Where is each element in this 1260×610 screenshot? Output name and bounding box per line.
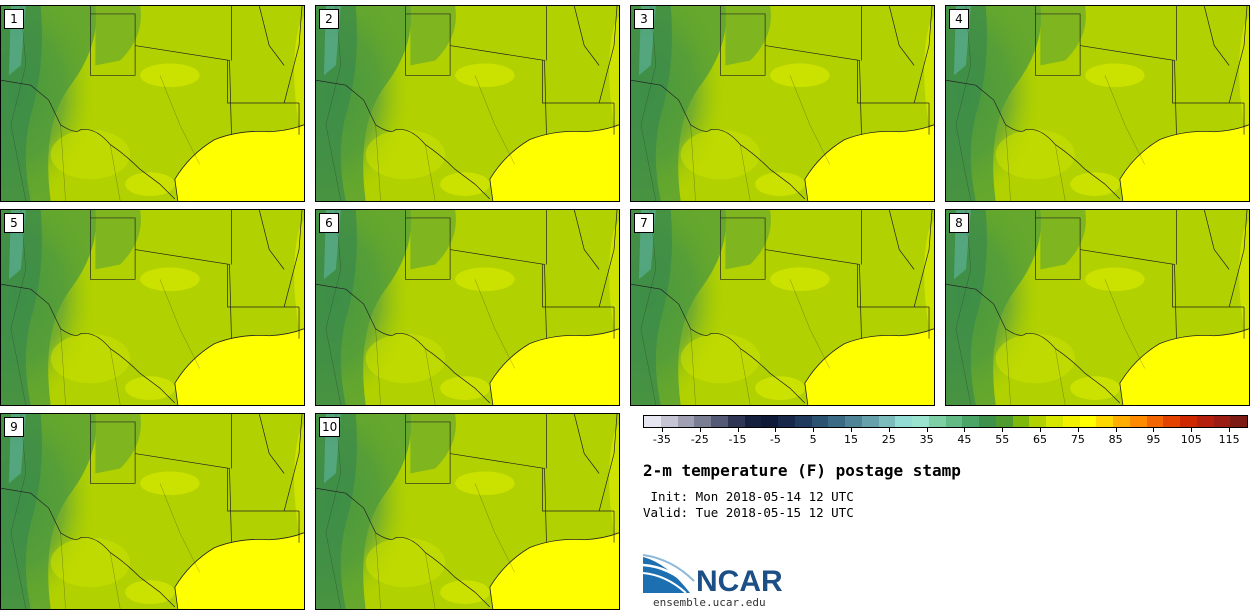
page-title: 2-m temperature (F) postage stamp [643,461,961,480]
colorbar-tick-label: 115 [1218,433,1240,446]
colorbar-swatch [744,416,762,427]
colorbar-swatch [811,416,829,427]
colorbar-swatch [1213,416,1231,427]
colorbar-swatch [1196,416,1214,427]
colorbar-tick-mark [661,428,663,432]
colorbar-tick-mark [1115,428,1117,432]
member-number: 6 [319,213,339,233]
colorbar-swatch [928,416,946,427]
colorbar-swatch [644,416,661,427]
postage-stamp-map-4: 4 [945,5,1250,202]
colorbar-tick-mark [737,428,739,432]
colorbar-tick-mark [888,428,890,432]
colorbar-tick-mark [1229,428,1231,432]
colorbar-tick-label: 15 [843,433,858,446]
postage-stamp-map-9: 9 [0,413,305,610]
colorbar-tick-mark [1002,428,1004,432]
website-url: ensemble.ucar.edu [653,596,766,609]
postage-stamp-map-7: 7 [630,209,935,406]
logo-text: NCAR [696,565,783,595]
colorbar-swatch [861,416,879,427]
colorbar-swatch [727,416,745,427]
member-number: 1 [4,9,24,29]
colorbar-swatch [794,416,812,427]
colorbar-swatch [1180,416,1197,427]
colorbar-swatch [995,416,1013,427]
colorbar-swatch [1046,416,1063,427]
colorbar-swatch [711,416,728,427]
colorbar-swatch [1146,416,1164,427]
postage-stamp-map-3: 3 [630,5,935,202]
colorbar-tick-label: -15 [728,433,747,446]
colorbar-swatch [778,416,795,427]
postage-stamp-map-2: 2 [315,5,620,202]
colorbar-tick-mark [1077,428,1079,432]
colorbar-swatch [1163,416,1180,427]
colorbar-tick-label: -25 [690,433,709,446]
colorbar-swatch [1079,416,1097,427]
colorbar-tick-label: 5 [809,433,817,446]
colorbar-swatch [828,416,845,427]
colorbar-swatch [845,416,862,427]
colorbar-swatch [945,416,963,427]
member-number: 7 [634,213,654,233]
colorbar-ticks: -35 -25 -15 -5 5 15 25 35 45 55 65 75 85 95 105 115 [643,428,1248,450]
colorbar-tick-label: 25 [881,433,896,446]
member-number: 2 [319,9,339,29]
colorbar-swatch [761,416,778,427]
colorbar-swatch [895,416,912,427]
colorbar-swatch [1096,416,1113,427]
member-number: 8 [949,213,969,233]
colorbar-tick-mark [1191,428,1193,432]
colorbar-tick-label: 65 [1033,433,1048,446]
colorbar-swatch [1029,416,1046,427]
colorbar-tick-mark [813,428,815,432]
colorbar-swatch [1230,416,1247,427]
postage-stamp-map-1: 1 [0,5,305,202]
colorbar-swatch [1012,416,1030,427]
colorbar-swatch [1129,416,1147,427]
colorbar-tick-mark [926,428,928,432]
postage-stamp-map-5: 5 [0,209,305,406]
member-number: 10 [319,417,341,437]
colorbar-tick-mark [850,428,852,432]
member-number: 5 [4,213,24,233]
colorbar-tick-label: 55 [995,433,1010,446]
colorbar-tick-label: 85 [1108,433,1123,446]
colorbar-tick-mark [775,428,777,432]
colorbar-swatch [677,416,695,427]
colorbar-swatch [962,416,979,427]
valid-time: Valid: Tue 2018-05-15 12 UTC [643,505,854,520]
postage-stamp-map-6: 6 [315,209,620,406]
init-time: Init: Mon 2018-05-14 12 UTC [643,489,854,504]
colorbar-tick-label: 105 [1180,433,1202,446]
colorbar-tick-mark [1153,428,1155,432]
colorbar-tick-mark [964,428,966,432]
ncar-logo: NCAR [642,554,783,595]
temperature-colorbar [643,415,1248,428]
postage-stamp-map-10: 10 [315,413,620,610]
colorbar-tick-label: 95 [1146,433,1161,446]
colorbar-swatch [912,416,929,427]
member-number: 9 [4,417,24,437]
colorbar-swatch [660,416,678,427]
colorbar-swatch [979,416,996,427]
colorbar-tick-label: 35 [919,433,934,446]
colorbar-tick-label: -35 [652,433,671,446]
colorbar-swatch [694,416,711,427]
colorbar-tick-label: 45 [957,433,972,446]
colorbar-tick-label: -5 [769,433,781,446]
colorbar-tick-mark [1040,428,1042,432]
member-number: 3 [634,9,654,29]
colorbar-tick-label: 75 [1070,433,1085,446]
colorbar-tick-mark [699,428,701,432]
colorbar-swatch [878,416,896,427]
member-number: 4 [949,9,969,29]
colorbar-swatch [1113,416,1130,427]
postage-stamp-map-8: 8 [945,209,1250,406]
colorbar-swatch [1062,416,1080,427]
